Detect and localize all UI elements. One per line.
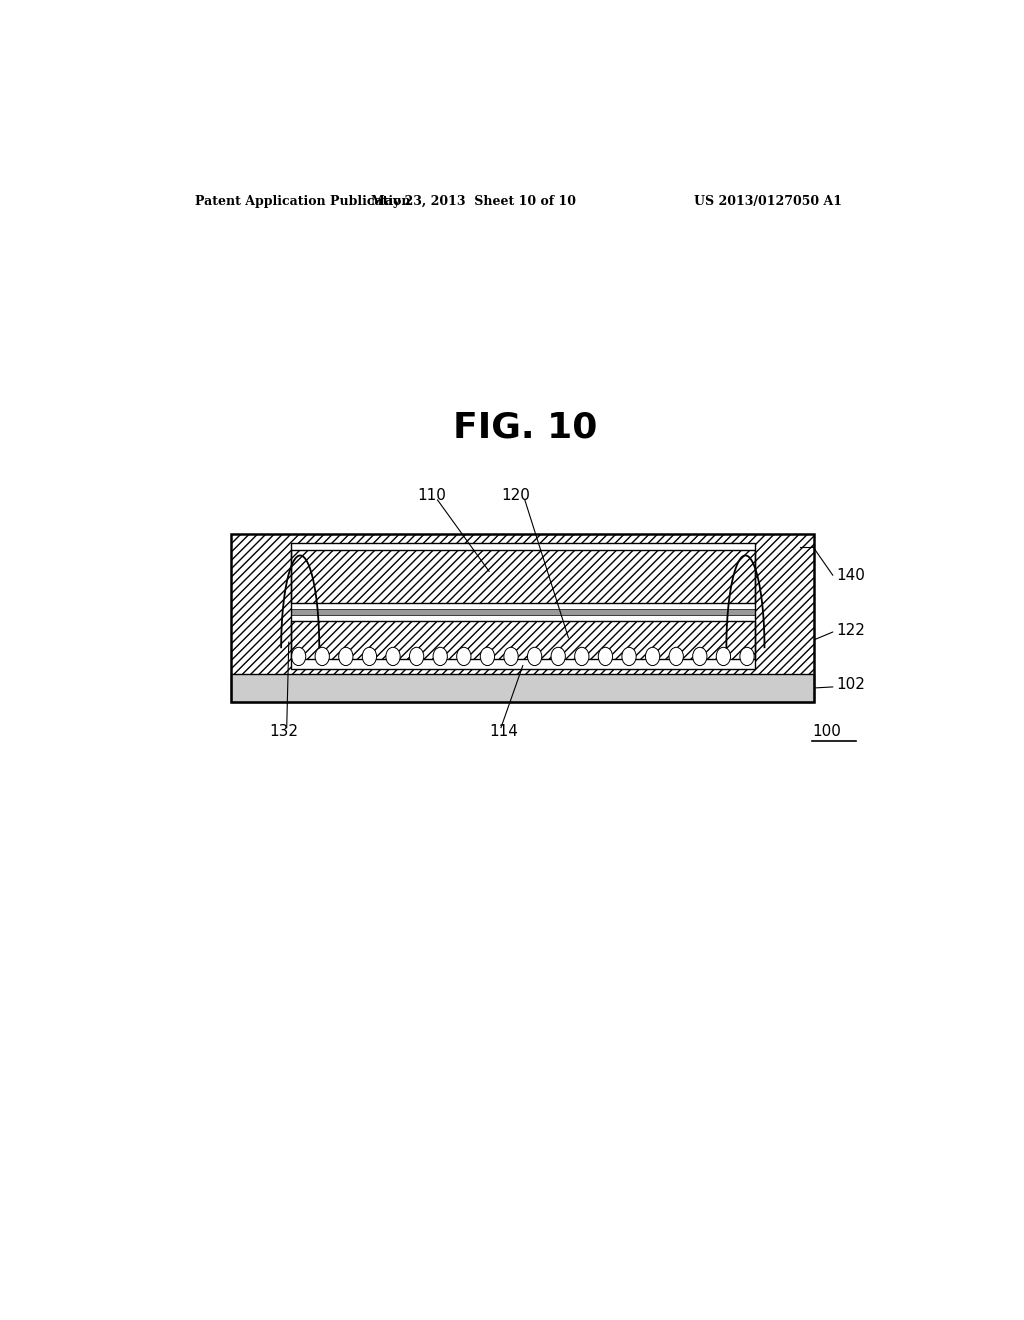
- Bar: [231, 673, 814, 702]
- Text: May 23, 2013  Sheet 10 of 10: May 23, 2013 Sheet 10 of 10: [371, 194, 575, 207]
- Circle shape: [622, 647, 636, 665]
- Text: 132: 132: [269, 725, 298, 739]
- Circle shape: [551, 647, 565, 665]
- Text: US 2013/0127050 A1: US 2013/0127050 A1: [694, 194, 842, 207]
- Circle shape: [457, 647, 471, 665]
- Text: 120: 120: [501, 488, 529, 503]
- Text: FIG. 10: FIG. 10: [453, 411, 597, 445]
- Circle shape: [362, 647, 377, 665]
- Circle shape: [315, 647, 330, 665]
- Text: 102: 102: [836, 677, 864, 693]
- Circle shape: [433, 647, 447, 665]
- Text: 122: 122: [836, 623, 864, 638]
- Text: 110: 110: [418, 488, 446, 503]
- Circle shape: [527, 647, 542, 665]
- Circle shape: [339, 647, 353, 665]
- Circle shape: [504, 647, 518, 665]
- Circle shape: [669, 647, 683, 665]
- Circle shape: [716, 647, 730, 665]
- Text: 100: 100: [812, 725, 841, 739]
- Text: 140: 140: [836, 568, 864, 582]
- Circle shape: [292, 647, 306, 665]
- Bar: [231, 535, 814, 673]
- Text: Patent Application Publication: Patent Application Publication: [196, 194, 411, 207]
- Circle shape: [598, 647, 612, 665]
- Circle shape: [386, 647, 400, 665]
- Bar: [231, 535, 814, 702]
- Text: 114: 114: [489, 725, 518, 739]
- Circle shape: [480, 647, 495, 665]
- Bar: [291, 543, 755, 669]
- Circle shape: [574, 647, 589, 665]
- Circle shape: [692, 647, 707, 665]
- Circle shape: [410, 647, 424, 665]
- Bar: [291, 609, 755, 615]
- Bar: [291, 543, 755, 669]
- Bar: [291, 620, 755, 659]
- Bar: [291, 550, 755, 603]
- Circle shape: [645, 647, 659, 665]
- Circle shape: [740, 647, 754, 665]
